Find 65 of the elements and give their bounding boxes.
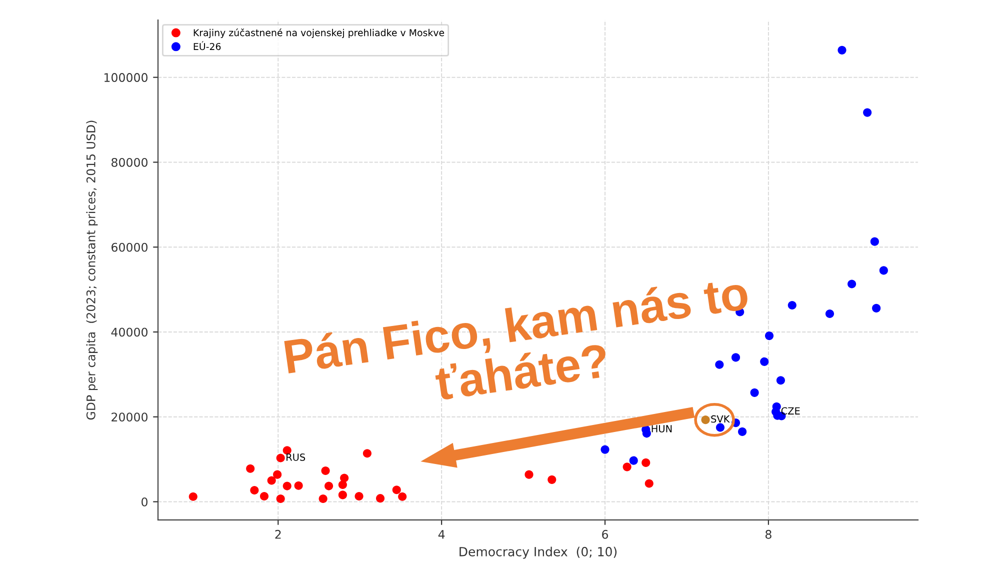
- point: [764, 332, 774, 340]
- legend-label: Krajiny zúčastnené na vojenskej prehliadke v Moskve: [194, 28, 444, 38]
- point: [398, 492, 407, 501]
- point: [392, 486, 401, 494]
- point: [273, 470, 282, 479]
- point: [282, 446, 292, 455]
- legend-label: EÚ-26: [194, 41, 221, 50]
- y-tick-label: 40000: [111, 328, 148, 337]
- point: [246, 464, 255, 473]
- point: [362, 449, 372, 458]
- point: [872, 304, 881, 312]
- annotation: RUS: [286, 453, 306, 461]
- point: [870, 237, 879, 246]
- point: [731, 353, 740, 362]
- point: [188, 492, 198, 501]
- point: [250, 486, 259, 495]
- point: [324, 482, 334, 490]
- point: [338, 490, 347, 500]
- point: [715, 360, 724, 369]
- point: [600, 445, 610, 454]
- x-tick-label: 8: [765, 530, 772, 539]
- annotation: SVK: [711, 415, 730, 423]
- point: [294, 481, 303, 490]
- annotation: CZE: [781, 407, 800, 415]
- point: [318, 494, 328, 504]
- annotation: Pán Fico, kam nás to ťaháte?: [284, 274, 750, 401]
- point: [738, 427, 747, 436]
- point: [282, 482, 292, 490]
- point: [321, 466, 330, 476]
- point: [848, 280, 856, 288]
- y-tick-label: 100000: [104, 73, 148, 82]
- point: [622, 462, 632, 472]
- point: [701, 416, 710, 424]
- point: [776, 376, 785, 385]
- point: [642, 458, 650, 467]
- point: [260, 492, 269, 500]
- point: [276, 454, 285, 462]
- point: [788, 300, 796, 310]
- y-tick-label: 0: [142, 497, 148, 506]
- x-tick-label: 2: [275, 530, 281, 539]
- x-tick-label: 4: [438, 530, 445, 539]
- point: [716, 423, 725, 432]
- point: [340, 474, 349, 482]
- point: [548, 475, 556, 484]
- point: [629, 456, 638, 465]
- point: [879, 266, 888, 275]
- point: [524, 470, 534, 479]
- point: [376, 494, 385, 503]
- y-tick-label: 20000: [112, 412, 148, 422]
- y-axis-title: GDP per capita (2023; constant prices, 2015 USD): [86, 120, 98, 420]
- point: [825, 309, 834, 318]
- annotation: HUN: [652, 425, 672, 432]
- point: [276, 494, 285, 504]
- point: [644, 479, 654, 488]
- point: [267, 476, 276, 485]
- point: [863, 108, 872, 117]
- point: [354, 492, 364, 500]
- x-tick-label: 6: [602, 530, 608, 539]
- x-axis-title: Democracy Index (0; 10): [460, 546, 617, 559]
- point: [838, 46, 846, 54]
- point: [338, 480, 347, 490]
- y-tick-label: 60000: [112, 242, 148, 252]
- point: [750, 388, 759, 397]
- point: [760, 357, 769, 366]
- y-tick-label: 80000: [112, 158, 148, 167]
